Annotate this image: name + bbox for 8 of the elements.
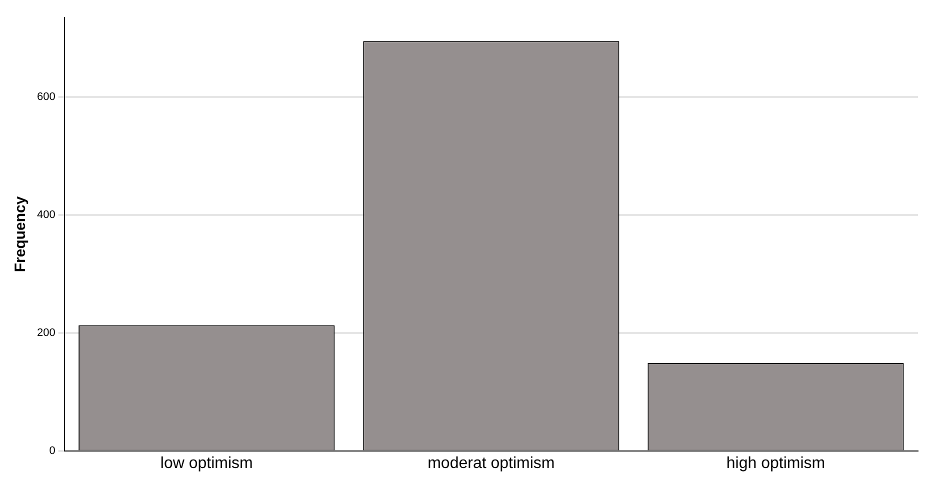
x-tick-label: high optimism <box>726 454 826 472</box>
y-axis-title: Frequency <box>12 196 30 272</box>
y-tick-label: 600 <box>36 91 56 104</box>
y-tick-label: 200 <box>36 326 56 339</box>
y-tick-label: 0 <box>49 444 56 457</box>
x-tick-label: low optimism <box>160 454 253 472</box>
x-tick-label: moderat optimism <box>428 454 555 472</box>
y-tick-label: 400 <box>36 209 56 222</box>
